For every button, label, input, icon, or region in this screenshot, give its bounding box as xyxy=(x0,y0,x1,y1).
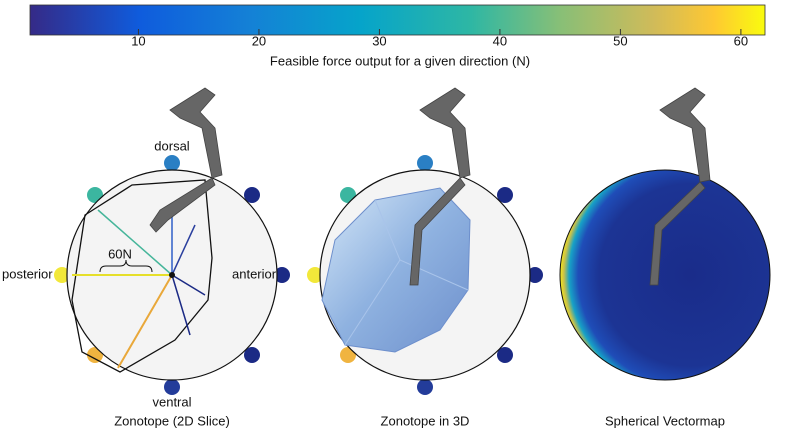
panel-vectormap xyxy=(559,169,771,381)
colorbar-label: Feasible force output for a given direct… xyxy=(270,53,530,68)
panel-title: Zonotope in 3D xyxy=(381,413,470,428)
panel-title: Zonotope (2D Slice) xyxy=(114,413,230,428)
panel-2d xyxy=(54,155,290,395)
label-ventral: ventral xyxy=(152,394,191,409)
colorbar-tick-label: 10 xyxy=(131,33,145,48)
colorbar-tick-label: 30 xyxy=(372,33,386,48)
colorbar-tick-label: 40 xyxy=(493,33,507,48)
label-scale: 60N xyxy=(108,246,132,261)
colorbar-tick-label: 20 xyxy=(252,33,266,48)
panel-3d xyxy=(307,155,543,395)
limb-drawings xyxy=(149,87,711,286)
label-anterior: anterior xyxy=(232,266,277,281)
colorbar-tick-label: 50 xyxy=(613,33,627,48)
colorbar-tick-label: 60 xyxy=(734,33,748,48)
label-posterior: posterior xyxy=(2,266,53,281)
colorbar xyxy=(29,4,766,36)
panel-title: Spherical Vectormap xyxy=(605,413,725,428)
label-dorsal: dorsal xyxy=(154,138,190,153)
